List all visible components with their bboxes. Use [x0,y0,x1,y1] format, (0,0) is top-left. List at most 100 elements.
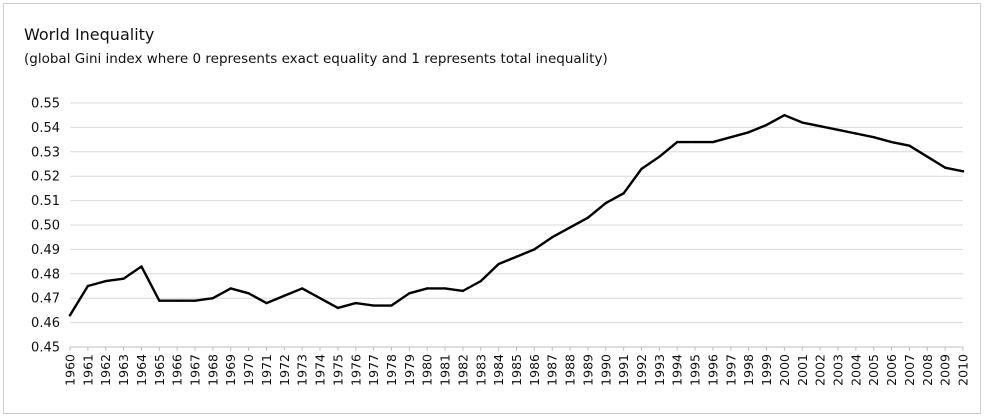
data-point [354,301,357,305]
x-tick-label: 1975 [330,354,345,386]
data-point [729,135,733,139]
data-point [283,294,286,297]
x-tick-label: 1968 [205,354,220,386]
data-point [604,201,607,205]
data-point [872,135,875,139]
x-tick-label: 1979 [402,354,417,386]
data-point [68,314,72,317]
x-tick-label: 1980 [420,354,435,386]
x-tick-label: 1963 [116,354,131,386]
data-point [890,140,893,144]
data-point [676,140,679,144]
y-tick-label: 0.49 [31,243,60,258]
data-point [765,123,768,127]
x-tick-label: 1994 [670,354,685,386]
data-point [836,128,840,132]
data-point [551,236,554,239]
x-tick-label: 1967 [188,354,203,386]
x-tick-label: 1988 [563,354,578,386]
x-tick-label: 1983 [473,354,488,386]
x-tick-label: 1965 [152,354,167,386]
data-point [229,287,232,290]
data-point [818,124,822,128]
y-tick-label: 0.51 [31,194,60,209]
gini-series-line [68,114,965,317]
y-tick-label: 0.55 [31,97,60,112]
data-point [372,304,375,307]
x-tick-label: 1982 [455,354,470,386]
x-tick-label: 2006 [884,354,899,386]
x-tick-label: 1990 [598,354,613,386]
data-point [318,297,322,300]
data-point [86,284,90,288]
x-tick-label: 1997 [723,354,738,386]
data-point [426,287,429,290]
data-point [443,287,447,290]
x-tick-label: 2003 [830,354,845,386]
x-tick-label: 1985 [509,354,524,386]
data-point [497,262,500,266]
data-point [211,297,215,300]
data-point [175,299,179,302]
data-point [926,155,929,158]
x-tick-label: 1995 [688,354,703,386]
x-tick-label: 1964 [134,354,149,386]
y-tick-label: 0.52 [31,170,60,185]
y-tick-label: 0.46 [31,316,60,331]
x-tick-label: 1993 [652,354,667,386]
x-tick-label: 1999 [759,354,774,386]
data-point [801,121,804,124]
x-tick-label: 2001 [795,354,810,386]
x-tick-label: 1960 [63,354,78,386]
data-point [265,301,268,305]
data-point [908,144,911,147]
y-tick-label: 0.54 [31,121,60,136]
x-tick-label: 1992 [634,354,649,386]
y-tick-label: 0.47 [31,292,60,307]
data-point [104,279,107,283]
data-point [140,265,143,268]
x-tick-label: 2000 [777,354,792,386]
data-point [693,140,697,144]
y-tick-label: 0.50 [31,219,60,234]
data-point [622,192,625,195]
x-tick-label: 2007 [902,354,917,386]
x-tick-label: 1986 [527,354,542,386]
x-tick-label: 1974 [313,354,328,386]
x-tick-label: 1973 [295,354,310,386]
data-point [943,166,947,169]
data-point [586,216,590,219]
y-tick-label: 0.48 [31,267,60,282]
x-tick-label: 1962 [98,354,113,386]
x-tick-label: 1972 [277,354,292,386]
data-point [158,299,161,302]
x-tick-label: 1977 [366,354,381,386]
x-tick-label: 2004 [848,354,863,386]
data-point [479,279,482,283]
x-tick-label: 1989 [580,354,595,386]
x-tick-label: 2010 [956,354,971,386]
x-tick-label: 2008 [920,354,935,386]
chart-title: World Inequality [24,25,155,44]
x-tick-label: 1984 [491,354,506,386]
data-point [747,131,750,134]
x-tick-label: 2009 [938,354,953,386]
chart-frame [3,3,981,414]
data-point [533,248,536,251]
x-tick-label: 1971 [259,354,274,386]
data-point [961,170,965,173]
x-tick-label: 1969 [223,354,238,386]
x-tick-label: 1970 [241,354,256,386]
x-tick-label: 2002 [813,354,828,386]
data-point [711,140,715,144]
x-tick-label: 1991 [616,354,631,386]
x-tick-label: 2005 [866,354,881,386]
data-point [336,306,340,310]
data-point [658,155,661,158]
x-tick-label: 1998 [741,354,756,386]
data-point [390,304,393,307]
data-point [193,299,197,302]
x-tick-label: 1976 [348,354,363,386]
x-tick-label: 1981 [438,354,453,386]
